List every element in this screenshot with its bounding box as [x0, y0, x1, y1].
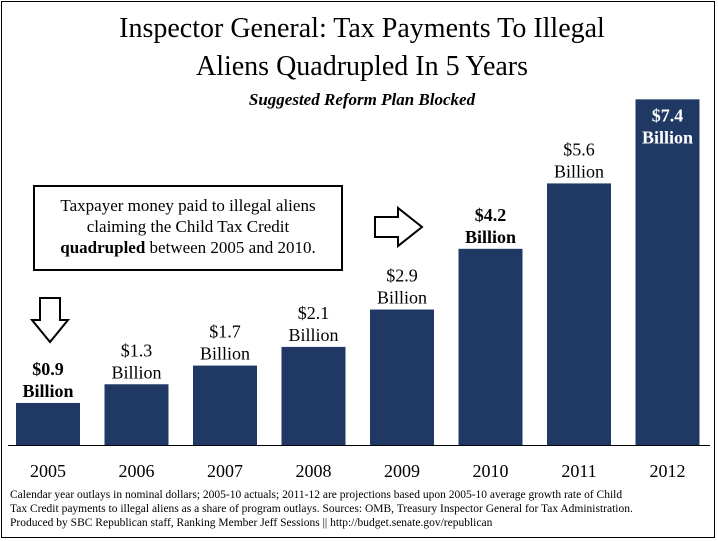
bar-2006 [104, 384, 169, 445]
data-label-unit: Billion [642, 127, 693, 147]
data-label-unit: Billion [200, 344, 250, 364]
bar-2007 [193, 365, 257, 445]
x-tick-label: 2007 [207, 461, 243, 481]
bar-2005 [16, 402, 80, 445]
data-label-unit: Billion [111, 362, 161, 382]
chart-title-line-2: Aliens Quadrupled In 5 Years [195, 51, 529, 82]
data-label-unit: Billion [22, 381, 73, 401]
x-tick-label: 2005 [30, 461, 66, 481]
footnote-line-3: Produced by SBC Republican staff, Rankin… [10, 517, 493, 529]
data-label-unit: Billion [377, 288, 427, 308]
footnote-line-2: Tax Credit payments to illegal aliens as… [10, 503, 633, 515]
callout-line-2: claiming the Child Tax Credit [86, 217, 290, 236]
data-label-value: $2.9 [386, 266, 418, 286]
data-label-value: $1.3 [121, 340, 153, 360]
footnote: Calendar year outlays in nominal dollars… [10, 488, 714, 530]
data-label-value: $7.4 [652, 105, 684, 125]
bar-2009 [370, 309, 434, 445]
bar-2012 [635, 99, 700, 445]
x-tick-label: 2010 [473, 461, 509, 481]
data-label-value: $1.7 [209, 322, 241, 342]
x-tick-label: 2008 [296, 461, 332, 481]
callout-emphasis: quadrupled [60, 238, 146, 257]
callout-line-3-rest: between 2005 and 2010. [145, 238, 316, 257]
x-tick-label: 2012 [650, 461, 686, 481]
data-label-unit: Billion [288, 325, 338, 345]
data-label-unit: Billion [465, 227, 516, 247]
bar-2011 [547, 183, 611, 445]
callout-box: Taxpayer money paid to illegal aliens cl… [33, 185, 343, 271]
bar-2008 [281, 346, 346, 445]
data-label-value: $4.2 [475, 205, 507, 225]
chart-subtitle: Suggested Reform Plan Blocked [248, 90, 476, 109]
callout-line-3: quadrupled between 2005 and 2010. [35, 237, 341, 258]
chart-title: Inspector General: Tax Payments To Illeg… [62, 10, 662, 86]
bar-2010 [458, 248, 523, 445]
x-tick-label: 2009 [384, 461, 420, 481]
data-label-value: $2.1 [298, 303, 330, 323]
data-label-value: $0.9 [32, 359, 64, 379]
x-tick-label: 2011 [561, 461, 596, 481]
data-label-value: $5.6 [563, 139, 595, 159]
chart-title-line-1: Inspector General: Tax Payments To Illeg… [119, 13, 605, 44]
data-label-unit: Billion [554, 161, 604, 181]
x-tick-label: 2006 [119, 461, 155, 481]
right-arrow-icon [374, 205, 424, 249]
callout-line-1: Taxpayer money paid to illegal aliens [60, 196, 316, 215]
footnote-line-1: Calendar year outlays in nominal dollars… [10, 489, 623, 501]
down-arrow-icon [29, 297, 71, 344]
